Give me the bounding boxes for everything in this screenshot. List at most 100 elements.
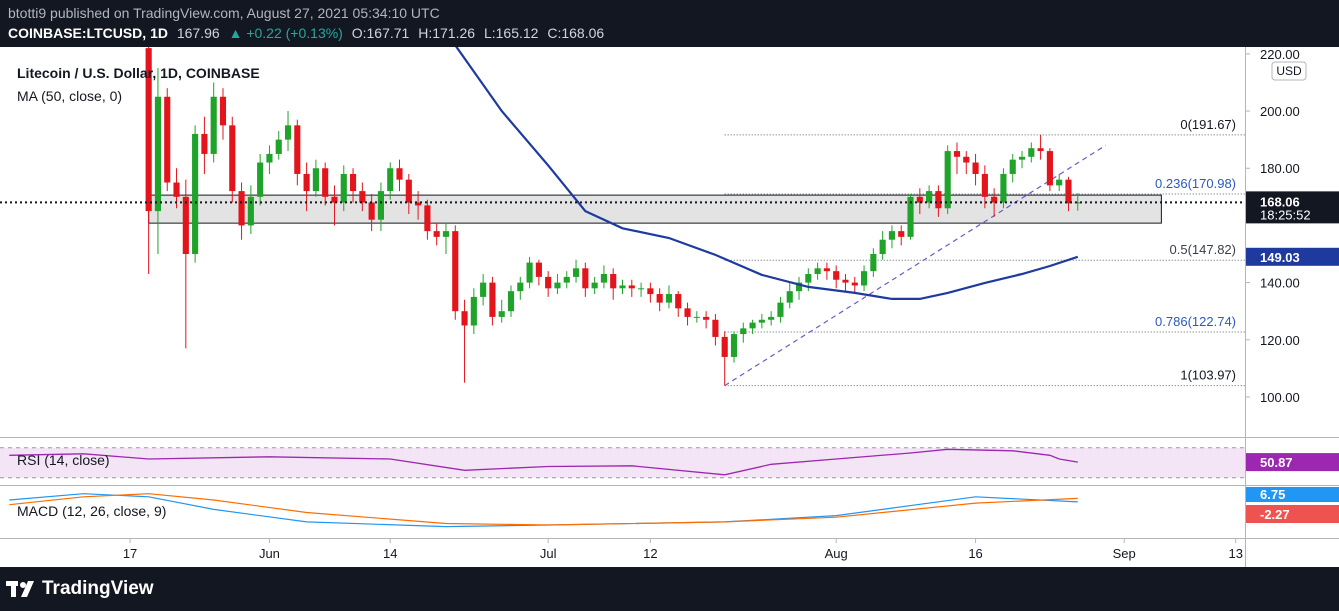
candle-body: [498, 311, 505, 317]
candle-body: [1037, 148, 1044, 152]
candle-body: [535, 262, 542, 277]
candle-body: [730, 334, 738, 357]
candle-body: [182, 196, 189, 255]
candle-body: [665, 294, 673, 303]
candle-body: [721, 336, 728, 357]
fib-label: 1(103.97): [1180, 368, 1236, 383]
candle-body: [284, 125, 292, 140]
macd-value-box: [1246, 487, 1339, 502]
candle-body: [926, 191, 933, 203]
candle-body: [647, 288, 654, 295]
candle-body: [1018, 156, 1026, 160]
candle-body: [312, 168, 319, 192]
y-tick-label: 100.00: [1260, 390, 1300, 405]
candle-body: [452, 231, 459, 312]
macd-hist-label: -2.27: [1260, 507, 1290, 522]
y-tick-label: 200.00: [1260, 104, 1300, 119]
macd-line: [9, 493, 1078, 528]
logo-icon: [6, 581, 34, 597]
candle-body: [1056, 179, 1063, 186]
candle-body: [1009, 159, 1016, 174]
candle-body: [879, 239, 886, 255]
candle-body: [703, 316, 710, 320]
last-price-box: [1246, 191, 1339, 224]
candle-body: [861, 271, 868, 286]
rsi-value-box: [1246, 453, 1339, 472]
candle-body: [1074, 202, 1081, 204]
ohlc-open: O:167.71: [351, 25, 410, 41]
candle-body: [610, 274, 617, 289]
candle-body: [294, 125, 301, 174]
candle-body: [507, 291, 515, 312]
support-zone: [148, 194, 1162, 224]
candle-body: [164, 96, 171, 183]
candle-body: [489, 282, 496, 317]
y-tick-label: 120.00: [1260, 333, 1300, 348]
candle-body: [638, 288, 645, 290]
candle-body: [1028, 148, 1035, 157]
candle-body: [572, 268, 580, 277]
change: ▲ +0.22 (+0.13%): [228, 25, 343, 41]
symbol-line: COINBASE:LTCUSD, 1D 167.96 ▲ +0.22 (+0.1…: [8, 25, 609, 41]
brand: TradingView: [42, 578, 154, 599]
fib-label: 0(191.67): [1180, 117, 1236, 132]
candle-body: [424, 205, 431, 232]
y-tick-label: 220.00: [1260, 47, 1300, 62]
candle-body: [991, 196, 998, 203]
candle-body: [712, 319, 719, 337]
rsi-value-label: 50.87: [1260, 455, 1293, 470]
x-tick-label: 14: [383, 546, 397, 561]
last-price-label: 168.06: [1260, 194, 1300, 209]
price: 167.96: [176, 25, 220, 41]
ohlc-low: L:165.12: [483, 25, 539, 41]
rsi-legend: RSI (14, close): [17, 452, 110, 468]
candle-body: [740, 328, 747, 335]
chart: 0(191.67) 0.236(170.98) 0.5(147.82) 0.786(1…: [0, 47, 1339, 567]
candle-body: [173, 182, 180, 197]
candle-body: [684, 308, 691, 317]
candle-body: [1000, 173, 1007, 203]
candle-body: [247, 196, 254, 226]
candle-body: [944, 151, 951, 209]
candle-body: [563, 276, 570, 283]
candle-body: [814, 268, 821, 275]
rsi-line: [9, 448, 1078, 476]
fib-label: 0.786(122.74): [1155, 314, 1236, 329]
candle-body: [823, 268, 830, 272]
candle-body: [768, 316, 775, 320]
x-tick-label: 16: [968, 546, 982, 561]
x-tick-label: 12: [643, 546, 657, 561]
candle-body: [470, 296, 477, 326]
candle-body: [795, 282, 803, 292]
x-tick-label: Jun: [259, 546, 280, 561]
candle-body: [786, 291, 793, 303]
candle-body: [387, 168, 394, 192]
x-tick-label: Jul: [540, 546, 557, 561]
candle-body: [1065, 179, 1072, 204]
candle-body: [340, 173, 347, 203]
candle-body: [972, 162, 979, 174]
candle-body: [777, 302, 784, 317]
candle-body: [693, 316, 700, 318]
candle-body: [619, 285, 626, 289]
candle-body: [526, 262, 533, 283]
candle-body: [916, 196, 923, 203]
symbol: COINBASE:LTCUSD, 1D: [8, 25, 168, 41]
candle-body: [154, 96, 162, 212]
candle-body: [349, 173, 357, 192]
candle-body: [257, 162, 264, 197]
candle-body: [303, 173, 310, 192]
candle-body: [749, 322, 756, 329]
candle-body: [870, 254, 877, 272]
candle-body: [591, 282, 598, 289]
candle-body: [359, 191, 366, 203]
candle-body: [201, 133, 208, 154]
countdown: 18:25:52: [1260, 207, 1311, 222]
candle-body: [675, 294, 682, 309]
candle-body: [953, 151, 961, 157]
candle-body: [415, 202, 422, 206]
ohlc-close: C:168.06: [547, 25, 605, 41]
candle-body: [545, 276, 552, 289]
candle-body: [758, 319, 765, 323]
